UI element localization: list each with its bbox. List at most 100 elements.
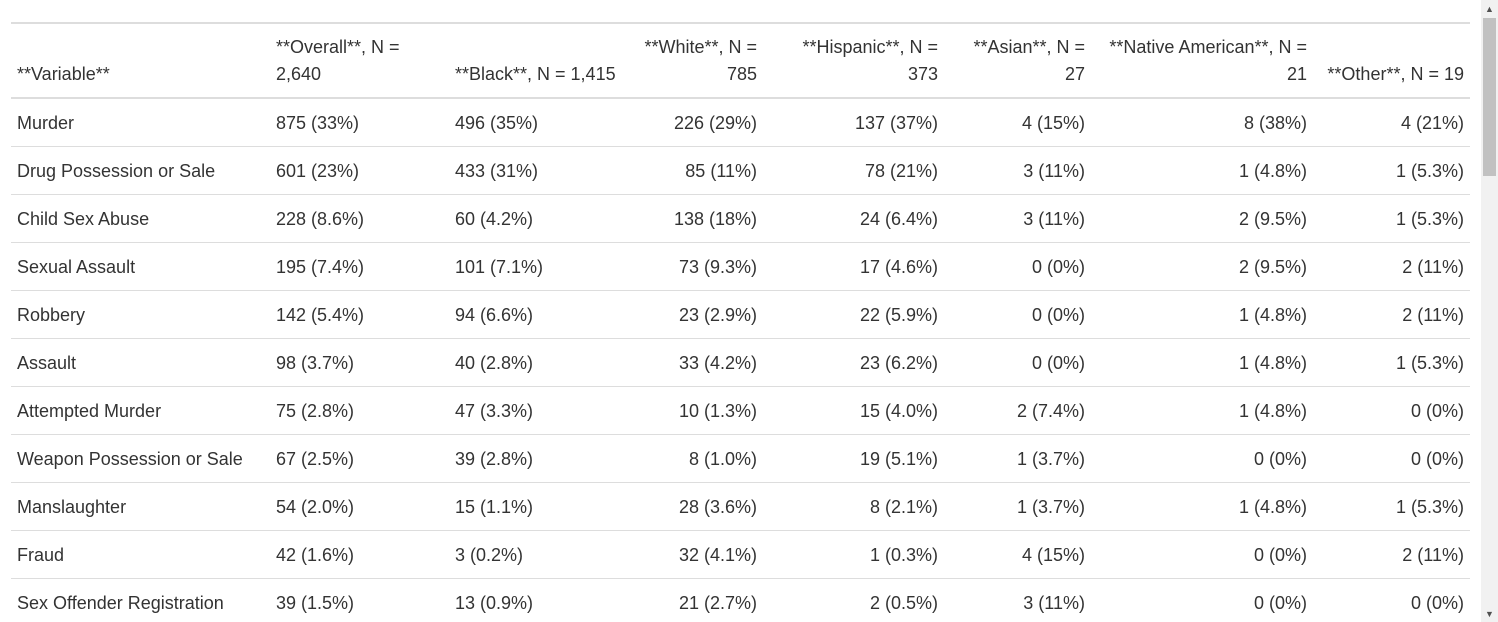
- cell-variable: Drug Possession or Sale: [11, 146, 270, 195]
- cell-other: 1 (5.3%): [1313, 146, 1470, 195]
- cell-native-american: 1 (4.8%): [1091, 290, 1313, 339]
- table-row: Assault 98 (3.7%) 40 (2.8%) 33 (4.2%) 23 (6.…: [11, 338, 1470, 387]
- table-row: Sexual Assault 195 (7.4%) 101 (7.1%) 73 (9.…: [11, 242, 1470, 291]
- cell-overall: 228 (8.6%): [270, 194, 449, 243]
- table-row: Child Sex Abuse 228 (8.6%) 60 (4.2%) 138 (1…: [11, 194, 1470, 243]
- cell-overall: 601 (23%): [270, 146, 449, 195]
- cell-variable: Child Sex Abuse: [11, 194, 270, 243]
- cell-overall: 67 (2.5%): [270, 434, 449, 483]
- cell-overall: 42 (1.6%): [270, 530, 449, 579]
- cell-black: 3 (0.2%): [449, 530, 629, 579]
- triangle-down-icon: ▼: [1485, 608, 1494, 619]
- scroll-down-button[interactable]: ▼: [1481, 605, 1498, 622]
- cell-black: 39 (2.8%): [449, 434, 629, 483]
- cell-other: 1 (5.3%): [1313, 482, 1470, 531]
- header-asian: **Asian**, N = 27: [944, 22, 1091, 99]
- cell-asian: 0 (0%): [944, 242, 1091, 291]
- cell-native-american: 2 (9.5%): [1091, 242, 1313, 291]
- cell-hispanic: 2 (0.5%): [763, 578, 944, 622]
- cell-asian: 3 (11%): [944, 194, 1091, 243]
- table-row: Robbery 142 (5.4%) 94 (6.6%) 23 (2.9%) 22 (5…: [11, 290, 1470, 339]
- cell-white: 21 (2.7%): [629, 578, 763, 622]
- cell-other: 2 (11%): [1313, 290, 1470, 339]
- cell-other: 0 (0%): [1313, 386, 1470, 435]
- table-row: Murder 875 (33%) 496 (35%) 226 (29%) 137 (37…: [11, 98, 1470, 147]
- cell-variable: Sexual Assault: [11, 242, 270, 291]
- cell-variable: Weapon Possession or Sale: [11, 434, 270, 483]
- cell-overall: 54 (2.0%): [270, 482, 449, 531]
- cell-hispanic: 22 (5.9%): [763, 290, 944, 339]
- cell-white: 73 (9.3%): [629, 242, 763, 291]
- cell-white: 23 (2.9%): [629, 290, 763, 339]
- cell-black: 40 (2.8%): [449, 338, 629, 387]
- cell-native-american: 1 (4.8%): [1091, 146, 1313, 195]
- cell-hispanic: 78 (21%): [763, 146, 944, 195]
- cell-variable: Fraud: [11, 530, 270, 579]
- vertical-scrollbar[interactable]: ▲ ▼: [1481, 0, 1498, 622]
- cell-white: 85 (11%): [629, 146, 763, 195]
- cell-other: 2 (11%): [1313, 242, 1470, 291]
- cell-asian: 0 (0%): [944, 338, 1091, 387]
- cell-asian: 1 (3.7%): [944, 482, 1091, 531]
- cell-native-american: 2 (9.5%): [1091, 194, 1313, 243]
- cell-white: 32 (4.1%): [629, 530, 763, 579]
- cell-asian: 0 (0%): [944, 290, 1091, 339]
- cell-black: 496 (35%): [449, 98, 629, 147]
- cell-other: 1 (5.3%): [1313, 338, 1470, 387]
- cell-black: 94 (6.6%): [449, 290, 629, 339]
- summary-table: **Variable** **Overall**, N = 2,640 **Bl…: [11, 22, 1470, 622]
- header-row: **Variable** **Overall**, N = 2,640 **Bl…: [11, 22, 1470, 99]
- header-white: **White**, N = 785: [629, 22, 763, 99]
- table-row: Manslaughter 54 (2.0%) 15 (1.1%) 28 (3.6%) 8…: [11, 482, 1470, 531]
- cell-overall: 39 (1.5%): [270, 578, 449, 622]
- cell-variable: Robbery: [11, 290, 270, 339]
- cell-black: 60 (4.2%): [449, 194, 629, 243]
- cell-black: 101 (7.1%): [449, 242, 629, 291]
- cell-native-american: 8 (38%): [1091, 98, 1313, 147]
- cell-white: 10 (1.3%): [629, 386, 763, 435]
- cell-hispanic: 137 (37%): [763, 98, 944, 147]
- header-black: **Black**, N = 1,415: [449, 22, 629, 99]
- cell-native-american: 1 (4.8%): [1091, 386, 1313, 435]
- cell-asian: 3 (11%): [944, 146, 1091, 195]
- scroll-thumb[interactable]: [1483, 18, 1496, 176]
- cell-overall: 195 (7.4%): [270, 242, 449, 291]
- cell-overall: 875 (33%): [270, 98, 449, 147]
- cell-variable: Murder: [11, 98, 270, 147]
- cell-asian: 4 (15%): [944, 530, 1091, 579]
- cell-hispanic: 15 (4.0%): [763, 386, 944, 435]
- cell-asian: 4 (15%): [944, 98, 1091, 147]
- cell-overall: 98 (3.7%): [270, 338, 449, 387]
- cell-variable: Sex Offender Registration: [11, 578, 270, 622]
- cell-hispanic: 17 (4.6%): [763, 242, 944, 291]
- header-hispanic: **Hispanic**, N = 373: [763, 22, 944, 99]
- cell-other: 2 (11%): [1313, 530, 1470, 579]
- cell-black: 15 (1.1%): [449, 482, 629, 531]
- cell-white: 138 (18%): [629, 194, 763, 243]
- cell-overall: 142 (5.4%): [270, 290, 449, 339]
- cell-black: 13 (0.9%): [449, 578, 629, 622]
- header-variable: **Variable**: [11, 22, 270, 99]
- cell-native-american: 0 (0%): [1091, 530, 1313, 579]
- cell-white: 28 (3.6%): [629, 482, 763, 531]
- cell-white: 8 (1.0%): [629, 434, 763, 483]
- cell-asian: 3 (11%): [944, 578, 1091, 622]
- table-row: Weapon Possession or Sale 67 (2.5%) 39 (2.…: [11, 434, 1470, 483]
- table-row: Attempted Murder 75 (2.8%) 47 (3.3%) 10 (1.…: [11, 386, 1470, 435]
- cell-asian: 1 (3.7%): [944, 434, 1091, 483]
- cell-native-american: 1 (4.8%): [1091, 338, 1313, 387]
- cell-black: 433 (31%): [449, 146, 629, 195]
- cell-overall: 75 (2.8%): [270, 386, 449, 435]
- cell-asian: 2 (7.4%): [944, 386, 1091, 435]
- cell-variable: Attempted Murder: [11, 386, 270, 435]
- cell-native-american: 0 (0%): [1091, 434, 1313, 483]
- cell-hispanic: 19 (5.1%): [763, 434, 944, 483]
- cell-variable: Manslaughter: [11, 482, 270, 531]
- cell-hispanic: 1 (0.3%): [763, 530, 944, 579]
- triangle-up-icon: ▲: [1485, 3, 1494, 14]
- scroll-up-button[interactable]: ▲: [1481, 0, 1498, 17]
- table-row: Sex Offender Registration 39 (1.5%) 13 (0.…: [11, 578, 1470, 622]
- cell-native-american: 1 (4.8%): [1091, 482, 1313, 531]
- cell-white: 226 (29%): [629, 98, 763, 147]
